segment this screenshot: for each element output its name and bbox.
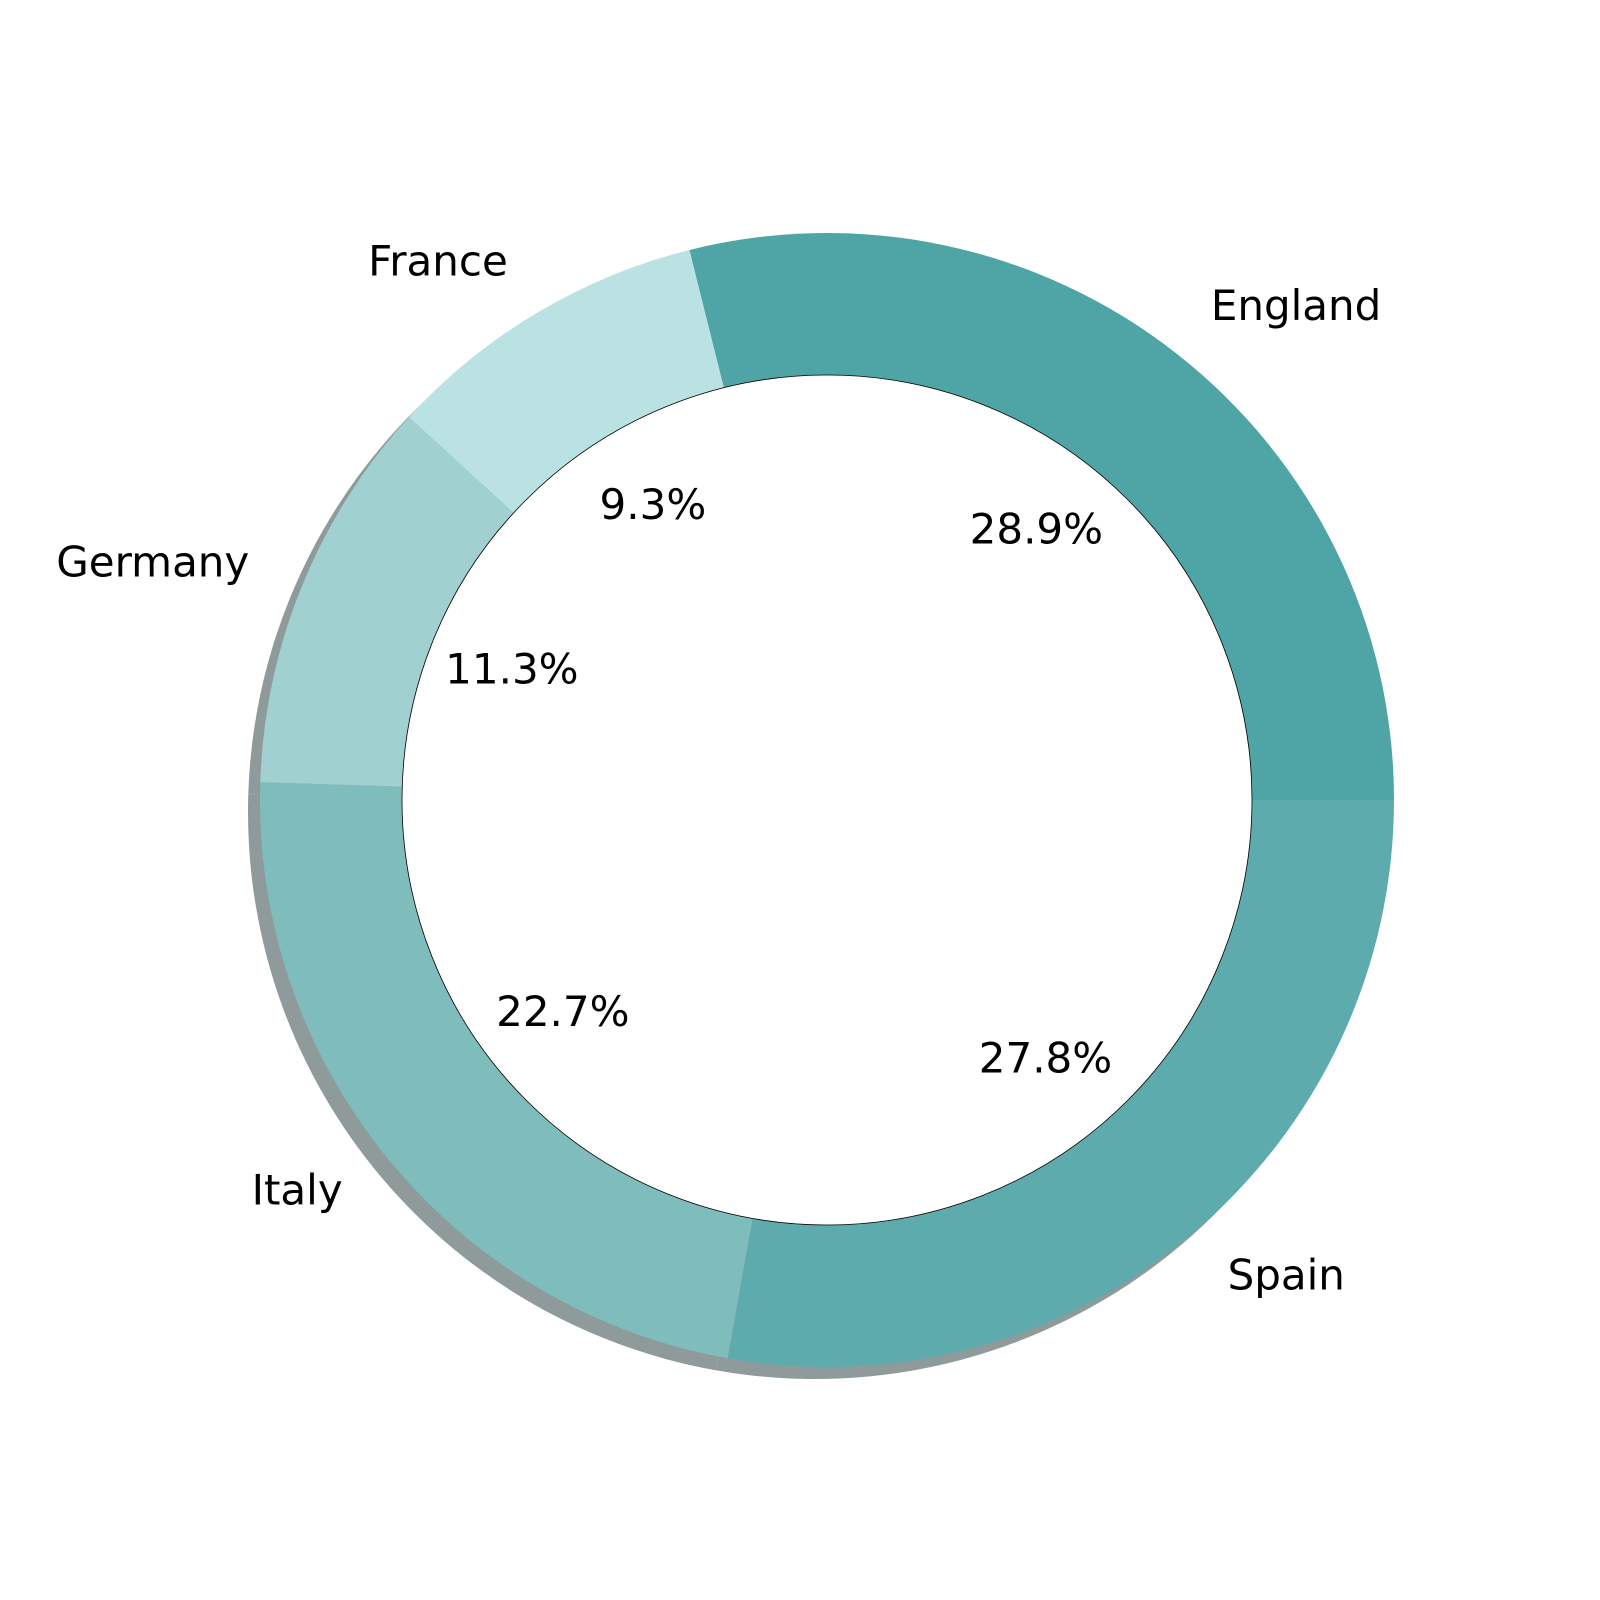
slice-labels: England France Germany Italy Spain [56, 237, 1381, 1300]
label-england: England [1211, 281, 1382, 330]
donut-hole [401, 374, 1253, 1226]
label-spain: Spain [1228, 1251, 1345, 1300]
pct-italy: 22.7% [496, 987, 629, 1036]
pct-france: 9.3% [600, 480, 707, 529]
label-italy: Italy [252, 1166, 343, 1215]
pct-germany: 11.3% [445, 644, 578, 693]
label-germany: Germany [56, 537, 249, 586]
label-france: France [368, 237, 508, 286]
percentage-labels: 28.9% 9.3% 11.3% 22.7% 27.8% [445, 480, 1112, 1082]
pct-spain: 27.8% [979, 1033, 1112, 1082]
pct-england: 28.9% [970, 504, 1103, 553]
